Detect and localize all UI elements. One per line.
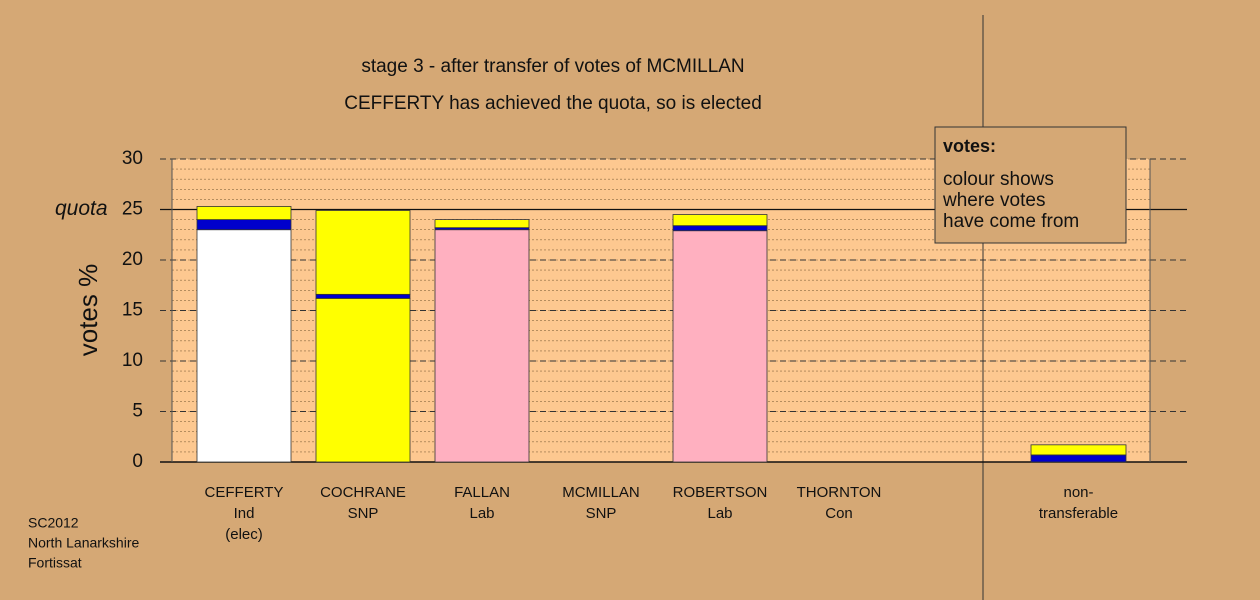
x-tick-label: THORNTON xyxy=(797,484,882,501)
y-tick-label: 25 xyxy=(122,199,143,220)
x-tick-label: SNP xyxy=(586,505,617,522)
bar-segment xyxy=(196,206,292,221)
bar-segment xyxy=(672,230,768,463)
footer-line: SC2012 xyxy=(28,515,79,531)
x-tick-label: Lab xyxy=(469,505,494,522)
bar-segment xyxy=(672,225,768,232)
bar-segment xyxy=(315,297,411,463)
footer-line: Fortissat xyxy=(28,555,82,571)
x-tick-label: transferable xyxy=(1039,505,1118,522)
y-tick-label: 0 xyxy=(132,451,143,472)
bar-segment xyxy=(196,229,292,463)
x-tick-label: CEFFERTY xyxy=(205,484,284,501)
x-tick-label: (elec) xyxy=(225,526,263,543)
x-tick-label: non- xyxy=(1063,484,1093,501)
x-tick-label: ROBERTSON xyxy=(673,484,768,501)
y-tick-label: 20 xyxy=(122,249,143,270)
legend-title: votes: xyxy=(943,136,996,156)
bar-segment xyxy=(1030,444,1127,456)
y-axis-label: votes % xyxy=(73,264,103,357)
bar-segment xyxy=(315,210,411,295)
quota-label: quota xyxy=(55,197,108,220)
legend-box xyxy=(934,126,1127,244)
bar-segment xyxy=(672,214,768,227)
y-tick-label: 10 xyxy=(122,350,143,371)
legend-line: have come from xyxy=(943,211,1079,232)
x-tick-label: SNP xyxy=(348,505,379,522)
y-tick-label: 15 xyxy=(122,300,143,321)
bar-segment xyxy=(196,219,292,231)
chart-subtitle: CEFFERTY has achieved the quota, so is e… xyxy=(344,93,762,114)
bar-segment xyxy=(434,229,530,463)
bar-segment xyxy=(1030,454,1127,463)
x-tick-label: Con xyxy=(825,505,853,522)
legend-line: where votes xyxy=(942,190,1045,211)
footer-line: North Lanarkshire xyxy=(28,535,139,551)
legend-line: colour shows xyxy=(943,169,1054,190)
bar-segment xyxy=(434,219,530,229)
chart-title: stage 3 - after transfer of votes of MCM… xyxy=(361,56,744,77)
bar-segment xyxy=(315,293,411,299)
x-tick-label: FALLAN xyxy=(454,484,510,501)
x-tick-label: Lab xyxy=(707,505,732,522)
x-tick-label: Ind xyxy=(234,505,255,522)
y-tick-label: 5 xyxy=(132,401,143,422)
bars xyxy=(196,206,1127,463)
y-tick-label: 30 xyxy=(122,148,143,169)
x-tick-label: COCHRANE xyxy=(320,484,406,501)
x-tick-label: MCMILLAN xyxy=(562,484,640,501)
